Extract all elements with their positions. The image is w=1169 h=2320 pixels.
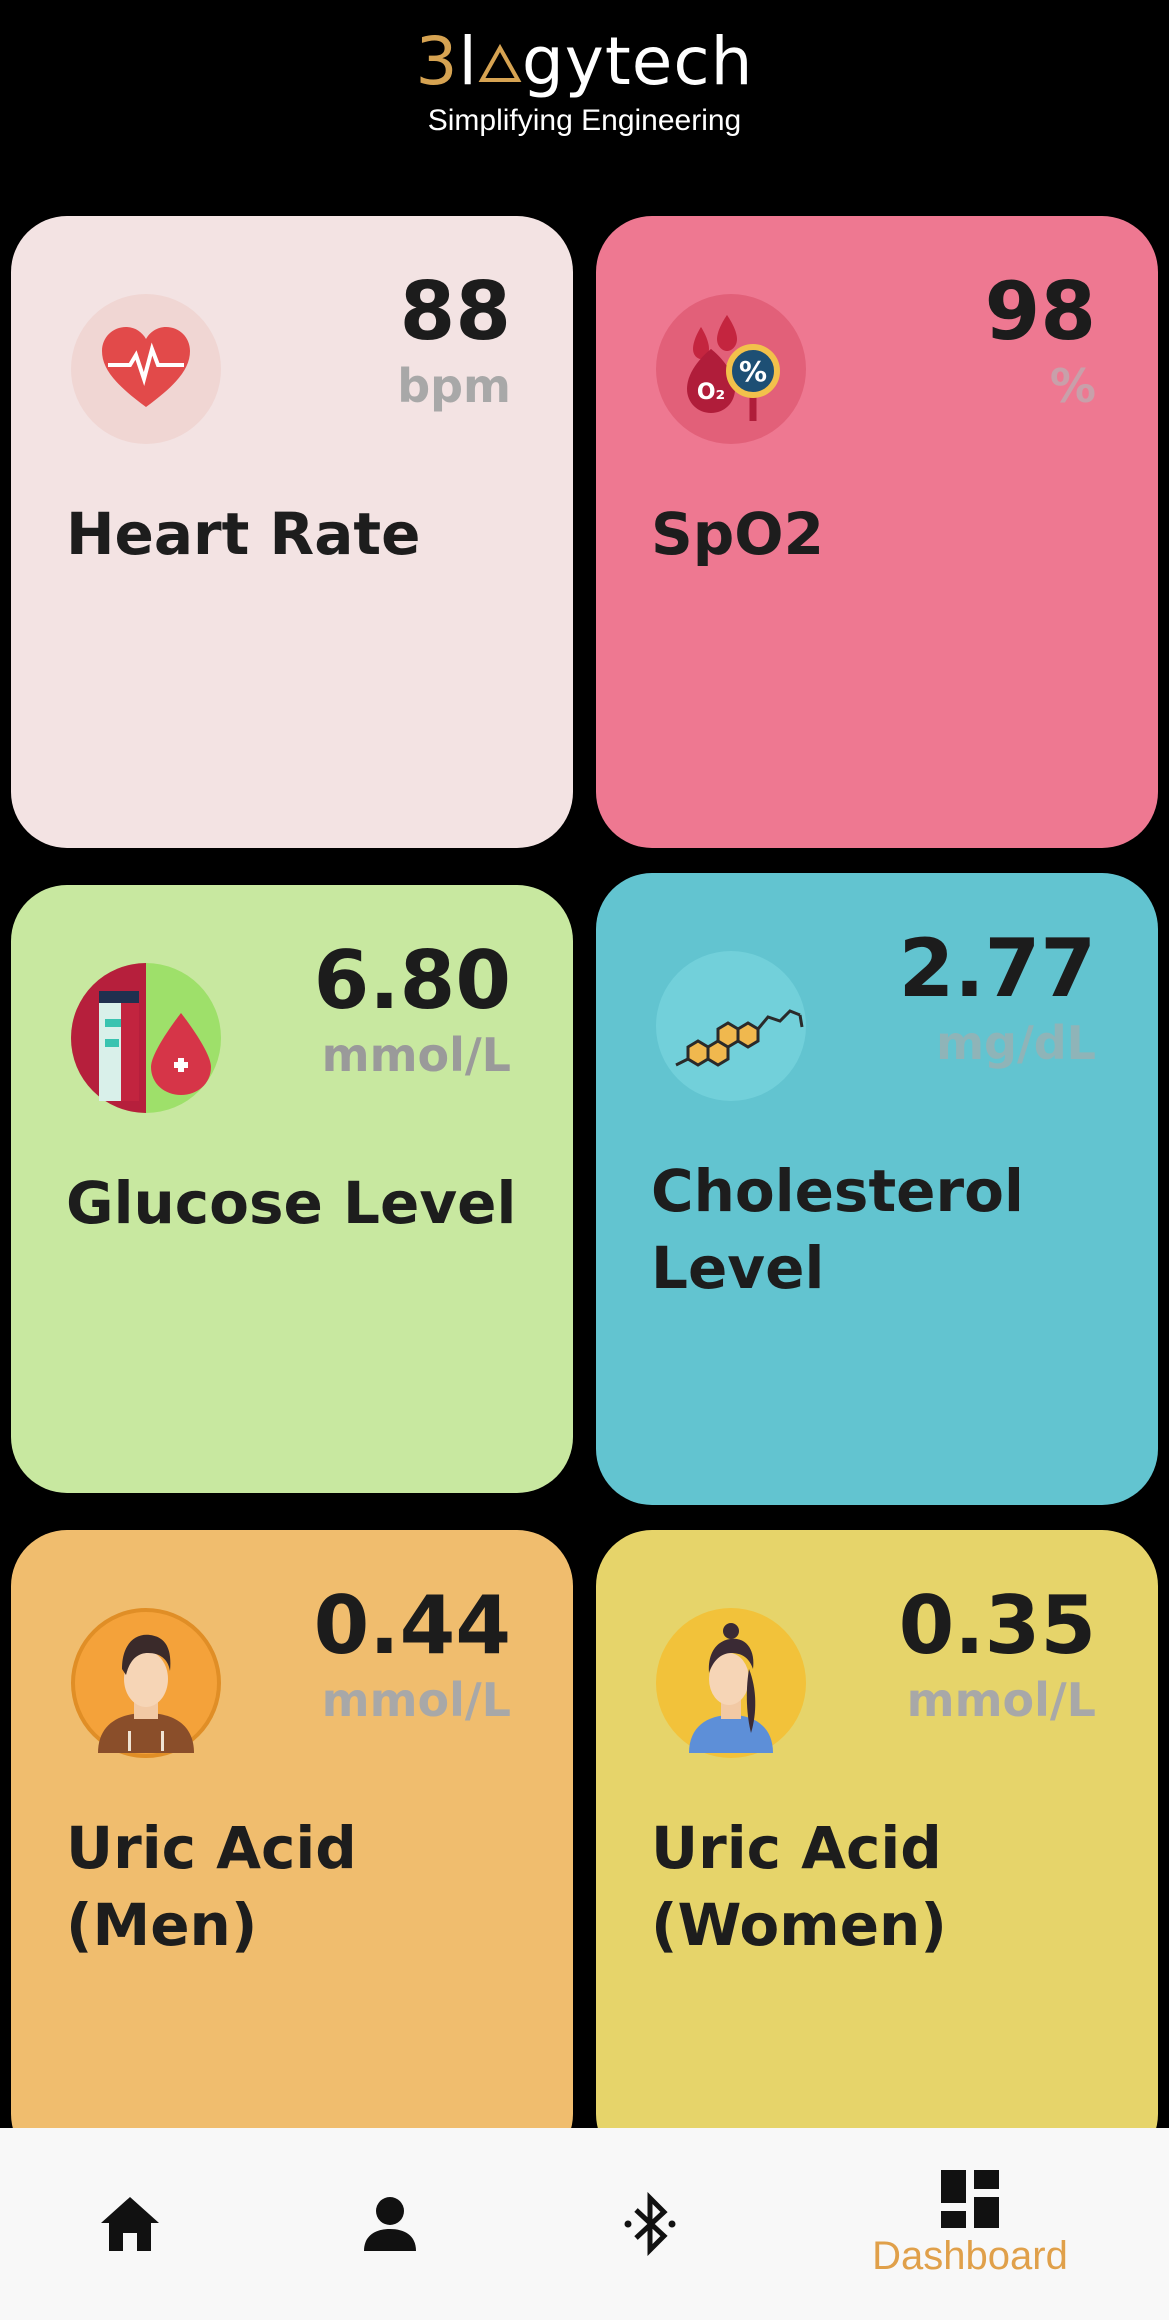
- person-icon: [364, 2197, 416, 2251]
- oxygen-drop-icon: O₂ %: [656, 294, 806, 444]
- uric-men-unit: mmol/L: [321, 1673, 511, 1727]
- bluetooth-icon: [624, 2192, 676, 2256]
- glucose-unit: mmol/L: [321, 1028, 511, 1082]
- svg-text:%: %: [739, 355, 767, 388]
- uric-men-title: Uric Acid (Men): [66, 1814, 357, 1959]
- cholesterol-unit: mg/dL: [936, 1016, 1096, 1070]
- dashboard-icon: [941, 2169, 999, 2228]
- logo-wordmark: 3l gytech: [415, 23, 754, 100]
- glucose-blood-icon: [71, 963, 221, 1113]
- nav-dashboard-label: Dashboard: [872, 2233, 1068, 2278]
- spo2-title: SpO2: [651, 500, 824, 568]
- uric-women-title: Uric Acid (Women): [651, 1814, 947, 1959]
- nav-home[interactable]: [60, 2128, 200, 2320]
- uric-women-value: 0.35: [898, 1579, 1096, 1672]
- uric-acid-men-card[interactable]: 0.44 mmol/L Uric Acid (Men): [11, 1530, 573, 2170]
- bottom-nav: Dashboard: [0, 2128, 1169, 2320]
- logo-triangle-icon: [478, 43, 522, 82]
- heart-rate-title: Heart Rate: [66, 500, 421, 568]
- uric-men-value: 0.44: [313, 1579, 511, 1672]
- glucose-title: Glucose Level: [66, 1169, 517, 1237]
- home-icon: [101, 2197, 159, 2251]
- uric-women-unit: mmol/L: [906, 1673, 1096, 1727]
- woman-avatar-icon: [656, 1608, 806, 1758]
- nav-bluetooth[interactable]: [580, 2128, 720, 2320]
- spo2-value: 98: [984, 265, 1096, 358]
- molecule-icon: [656, 951, 806, 1101]
- glucose-card[interactable]: 6.80 mmol/L Glucose Level: [11, 885, 573, 1493]
- app-logo: 3l gytech Simplifying Engineering: [0, 22, 1169, 138]
- logo-tagline: Simplifying Engineering: [427, 104, 742, 137]
- cholesterol-value: 2.77: [898, 922, 1096, 1015]
- cholesterol-title: Cholesterol Level: [651, 1157, 1024, 1302]
- spo2-card[interactable]: O₂ % 98 % SpO2: [596, 216, 1158, 848]
- glucose-value: 6.80: [313, 934, 511, 1027]
- nav-dashboard[interactable]: Dashboard: [860, 2128, 1080, 2320]
- heart-rate-value: 88: [399, 265, 511, 358]
- heart-rate-icon: [71, 294, 221, 444]
- man-avatar-icon: [71, 1608, 221, 1758]
- nav-profile[interactable]: [320, 2128, 460, 2320]
- spo2-unit: %: [1049, 359, 1096, 413]
- cholesterol-card[interactable]: 2.77 mg/dL Cholesterol Level: [596, 873, 1158, 1505]
- svg-text:O₂: O₂: [697, 380, 725, 405]
- uric-acid-women-card[interactable]: 0.35 mmol/L Uric Acid (Women): [596, 1530, 1158, 2170]
- heart-rate-unit: bpm: [397, 359, 511, 413]
- heart-rate-card[interactable]: 88 bpm Heart Rate: [11, 216, 573, 848]
